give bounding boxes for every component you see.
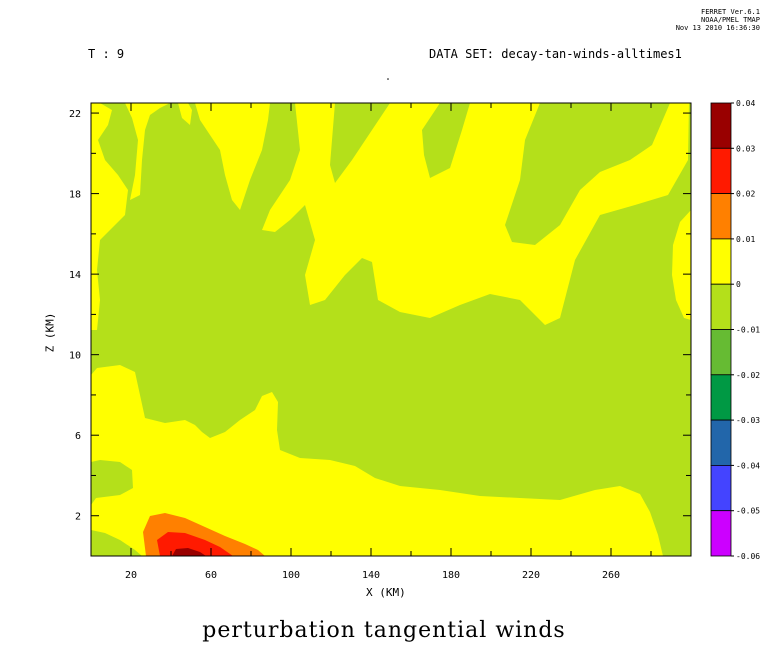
x-tick-label: 260: [602, 570, 620, 581]
stray-dot: [387, 78, 389, 80]
x-tick-label: 60: [205, 570, 217, 581]
x-tick-label: 140: [362, 570, 380, 581]
x-axis-label: X (KM): [366, 586, 406, 599]
contour-fill-group: [91, 103, 691, 556]
stamp-line-1: FERRET Ver.6.1: [700, 8, 760, 16]
colorbar-label: -0.05: [736, 507, 760, 516]
colorbar-label: -0.02: [736, 371, 760, 380]
colorbar-swatch: [710, 193, 732, 240]
region-surface-darkred: [172, 548, 206, 556]
region-low-left-green: [91, 460, 133, 505]
colorbar-swatch: [710, 419, 732, 466]
colorbar-swatch: [710, 238, 732, 285]
dataset-label: DATA SET: decay-tan-winds-alltimes1: [429, 47, 682, 61]
region-upper-left-patch-a: [125, 103, 170, 200]
region-upper-mid-band: [262, 103, 689, 325]
chart-title: perturbation tangential winds: [202, 618, 566, 643]
x-tick-label: 100: [282, 570, 300, 581]
y-tick-label: 14: [69, 270, 81, 281]
colorbar-swatch: [710, 283, 732, 330]
y-tick-label: 2: [75, 512, 81, 523]
colorbar-label: 0.01: [736, 235, 755, 244]
colorbar-label: -0.06: [736, 552, 760, 561]
colorbar-label: 0.03: [736, 144, 755, 153]
colorbar: 0.04 0.03 0.02 0.01 0 -0.01 -0.02 -0.03 -0.04 -0.…: [710, 99, 760, 561]
ferret-stamp: FERRET Ver.6.1 NOAA/PMEL TMAP Nov 13 201…: [676, 8, 760, 32]
colorbar-label: -0.03: [736, 416, 760, 425]
x-tick-group: 20 60 100 140 180 220 260: [90, 103, 692, 581]
colorbar-label: -0.01: [736, 326, 760, 335]
region-upper-left-patch-c: [178, 103, 192, 125]
y-axis-label: Z (KM): [43, 312, 57, 353]
colorbar-swatch: [710, 147, 732, 195]
x-tick-label: 220: [522, 570, 540, 581]
x-tick-label: 180: [442, 570, 460, 581]
region-low-level-band: [91, 365, 663, 556]
colorbar-swatch: [710, 102, 732, 149]
plot-frame: [90, 102, 692, 557]
y-tick-label: 22: [69, 109, 81, 120]
region-upper-left-patch-b: [195, 103, 270, 210]
colorbar-label: 0: [736, 280, 741, 289]
region-low-left-notch: [91, 530, 142, 556]
y-tick-group: 2 6 10 14 18 22: [69, 109, 691, 557]
colorbar-label: 0.04: [736, 99, 755, 108]
stamp-line-2: NOAA/PMEL TMAP: [700, 16, 760, 24]
y-tick-label: 18: [69, 190, 81, 201]
region-right-edge-lobe: [672, 210, 691, 320]
colorbar-label: 0.02: [736, 190, 755, 199]
colorbar-swatch: [710, 510, 732, 557]
y-tick-label: 10: [69, 351, 81, 362]
x-tick-label: 20: [125, 570, 137, 581]
colorbar-label: -0.04: [736, 461, 760, 470]
time-label: T : 9: [88, 47, 125, 61]
colorbar-swatch: [710, 374, 732, 421]
stamp-line-3: Nov 13 2010 16:36:30: [675, 24, 760, 32]
y-tick-label: 6: [75, 431, 81, 442]
region-upper-left-lobe: [91, 103, 128, 330]
colorbar-swatch: [710, 464, 732, 512]
colorbar-swatch: [710, 329, 732, 376]
